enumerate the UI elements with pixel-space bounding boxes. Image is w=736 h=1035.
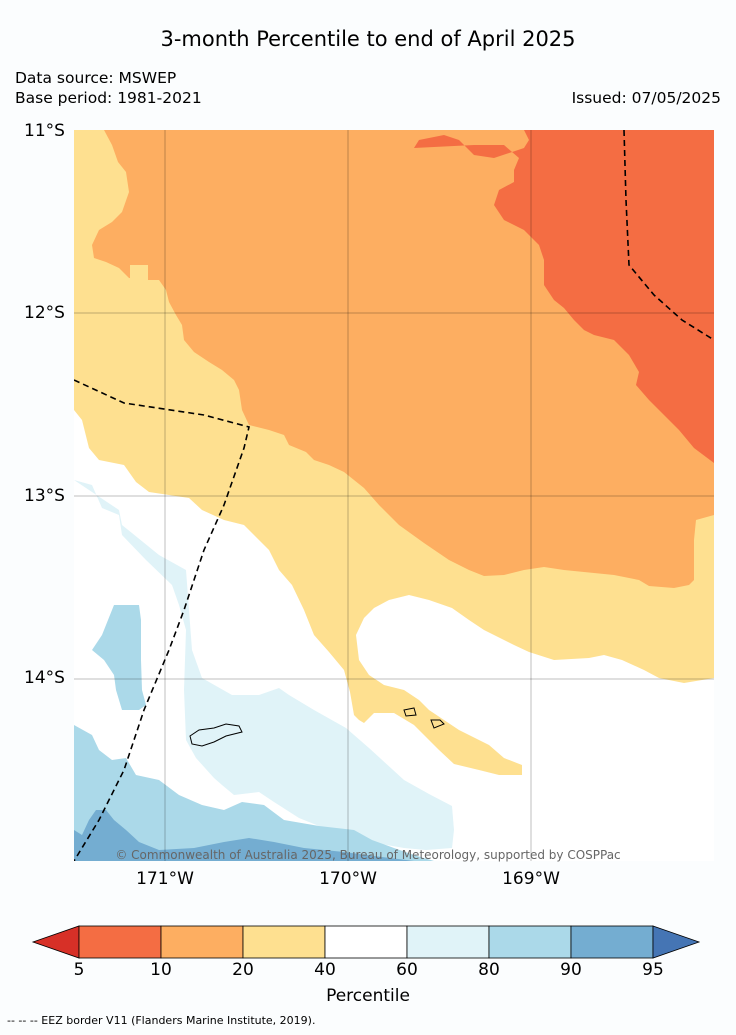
region-20-40-pocket	[104, 265, 148, 318]
region-80-90	[74, 725, 434, 861]
copyright-text: © Commonwealth of Australia 2025, Bureau…	[115, 848, 621, 862]
colorbar-label: Percentile	[326, 986, 410, 1006]
colorbar-bin-60-80	[406, 925, 490, 959]
data-source-text: Data source: MSWEP	[15, 69, 177, 87]
colorbar-bin-80-90	[488, 925, 572, 959]
lon-label-169w: 169°W	[502, 869, 560, 889]
lat-label-13s: 13°S	[24, 486, 65, 506]
eez-border-east	[623, 130, 714, 341]
colorbar-tick-60: 60	[396, 960, 418, 980]
colorbar	[0, 918, 736, 966]
lat-label-11s: 11°S	[24, 121, 65, 141]
tutuila-island	[430, 719, 445, 729]
lat-label-14s: 14°S	[24, 668, 65, 688]
region-80-90-island	[92, 605, 146, 710]
region-90-95	[74, 810, 414, 861]
colorbar-bin-90-95	[570, 925, 654, 959]
colorbar-tick-5: 5	[73, 960, 85, 980]
region-5-10	[414, 130, 714, 463]
colorbar-bin-5-10	[78, 925, 162, 959]
colorbar-bin-10-20	[160, 925, 244, 959]
base-period-text: Base period: 1981-2021	[15, 89, 202, 107]
colorbar-extend-low	[31, 925, 80, 959]
lat-label-12s: 12°S	[24, 303, 65, 323]
lon-label-171w: 171°W	[136, 869, 194, 889]
upolu-island	[189, 723, 243, 747]
colorbar-tick-20: 20	[232, 960, 254, 980]
colorbar-tick-90: 90	[560, 960, 582, 980]
colorbar-extend-high	[652, 925, 701, 959]
eez-footnote: -- -- -- EEZ border V11 (Flanders Marine…	[7, 1014, 316, 1027]
region-60-80	[74, 480, 454, 850]
colorbar-tick-80: 80	[478, 960, 500, 980]
colorbar-tick-10: 10	[150, 960, 172, 980]
manua-island	[403, 707, 417, 717]
colorbar-bin-40-60	[324, 925, 408, 959]
percentile-map	[74, 130, 714, 861]
colorbar-tick-40: 40	[314, 960, 336, 980]
colorbar-bin-20-40	[242, 925, 326, 959]
lon-label-170w: 170°W	[319, 869, 377, 889]
map-title: 3-month Percentile to end of April 2025	[160, 27, 576, 51]
issued-date-text: Issued: 07/05/2025	[571, 89, 721, 107]
colorbar-tick-95: 95	[642, 960, 664, 980]
eez-border-west	[74, 379, 250, 861]
